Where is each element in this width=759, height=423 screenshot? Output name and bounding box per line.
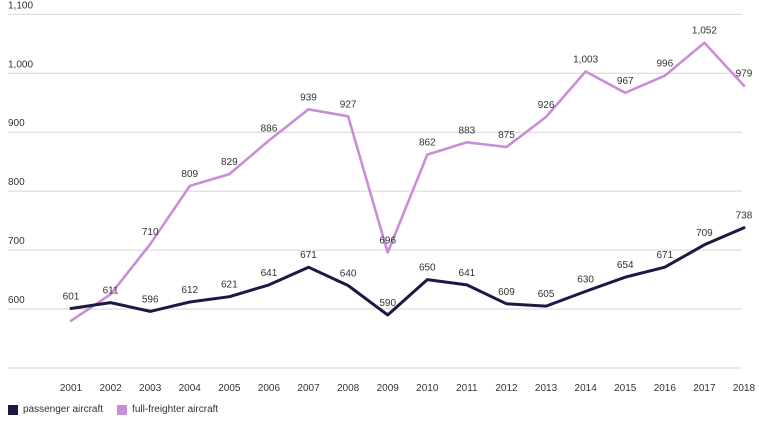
x-tick-label: 2011 [456,383,478,394]
passenger-data-label: 671 [300,250,317,261]
passenger-data-label: 671 [656,250,673,261]
x-tick-label: 2002 [99,383,122,394]
chart-legend: passenger aircraft full-freighter aircra… [8,404,232,415]
passenger-data-label: 621 [221,280,238,291]
freighter-data-label: 996 [656,59,673,70]
freighter-data-label: 1,003 [573,55,598,66]
passenger-data-label: 650 [419,263,436,274]
freighter-line [69,41,746,323]
x-tick-label: 2018 [733,383,756,394]
x-tick-label: 2016 [654,383,677,394]
passenger-data-label: 601 [63,291,80,302]
freighter-data-label: 1,052 [692,26,717,37]
x-axis-ticks: 2001 2002 2003 2004 2005 2006 2007 2008 2009 2010… [60,383,756,394]
x-tick-label: 2013 [535,383,558,394]
x-tick-label: 2009 [377,383,400,394]
passenger-data-label: 641 [459,268,476,279]
y-tick-label: 900 [8,118,25,129]
x-tick-label: 2010 [416,383,439,394]
freighter-data-label: 967 [617,76,634,87]
x-tick-label: 2001 [60,383,83,394]
passenger-data-label: 738 [736,211,753,222]
passenger-data-label: 596 [142,294,159,305]
y-tick-label: 800 [8,177,25,188]
x-tick-label: 2006 [258,383,281,394]
data-labels: 710 809 829 886 939 927 696 862 883 875 926 1,003 96… [63,26,753,309]
freighter-data-label: 926 [538,100,555,111]
freighter-data-label: 696 [379,235,396,246]
passenger-data-label: 605 [538,289,555,300]
x-tick-label: 2007 [297,383,320,394]
freighter-data-label: 883 [459,125,476,136]
freighter-data-label: 886 [261,123,278,134]
grid-lines [8,13,742,369]
passenger-data-label: 654 [617,260,634,271]
legend-swatch-passenger [8,404,18,415]
legend-item-passenger: passenger aircraft [8,404,103,415]
passenger-line [69,226,746,317]
x-tick-label: 2005 [218,383,241,394]
legend-swatch-freighter [117,404,128,415]
x-tick-label: 2014 [575,383,598,394]
x-tick-label: 2017 [693,383,716,394]
freighter-data-label: 939 [300,92,317,103]
y-tick-label: 700 [8,236,25,247]
legend-item-freighter: full-freighter aircraft [117,404,218,415]
x-tick-label: 2012 [495,383,518,394]
passenger-data-label: 630 [577,274,594,285]
y-tick-label: 1,100 [8,0,33,11]
freighter-data-label: 875 [498,130,515,141]
passenger-data-label: 609 [498,287,515,298]
passenger-data-label: 709 [696,228,713,239]
y-axis-ticks: 600 700 800 900 1,000 1,100 [8,0,33,306]
x-tick-label: 2004 [179,383,202,394]
series-lines [69,41,746,323]
y-tick-label: 600 [8,295,25,306]
legend-label-freighter: full-freighter aircraft [132,404,219,415]
passenger-data-label: 640 [340,268,357,279]
x-tick-label: 2008 [337,383,360,394]
freighter-data-label: 979 [736,69,753,80]
freighter-data-label: 829 [221,157,238,168]
passenger-data-label: 641 [261,268,278,279]
freighter-data-label: 809 [181,169,198,180]
y-tick-label: 1,000 [8,59,33,70]
x-tick-label: 2015 [614,383,637,394]
passenger-data-label: 611 [103,286,119,297]
freighter-data-label: 927 [340,99,357,110]
freighter-data-label: 710 [142,227,159,238]
passenger-data-label: 612 [181,285,198,296]
freighter-data-label: 862 [419,138,436,149]
x-tick-label: 2003 [139,383,162,394]
passenger-data-label: 590 [379,298,396,309]
legend-label-passenger: passenger aircraft [23,404,104,415]
